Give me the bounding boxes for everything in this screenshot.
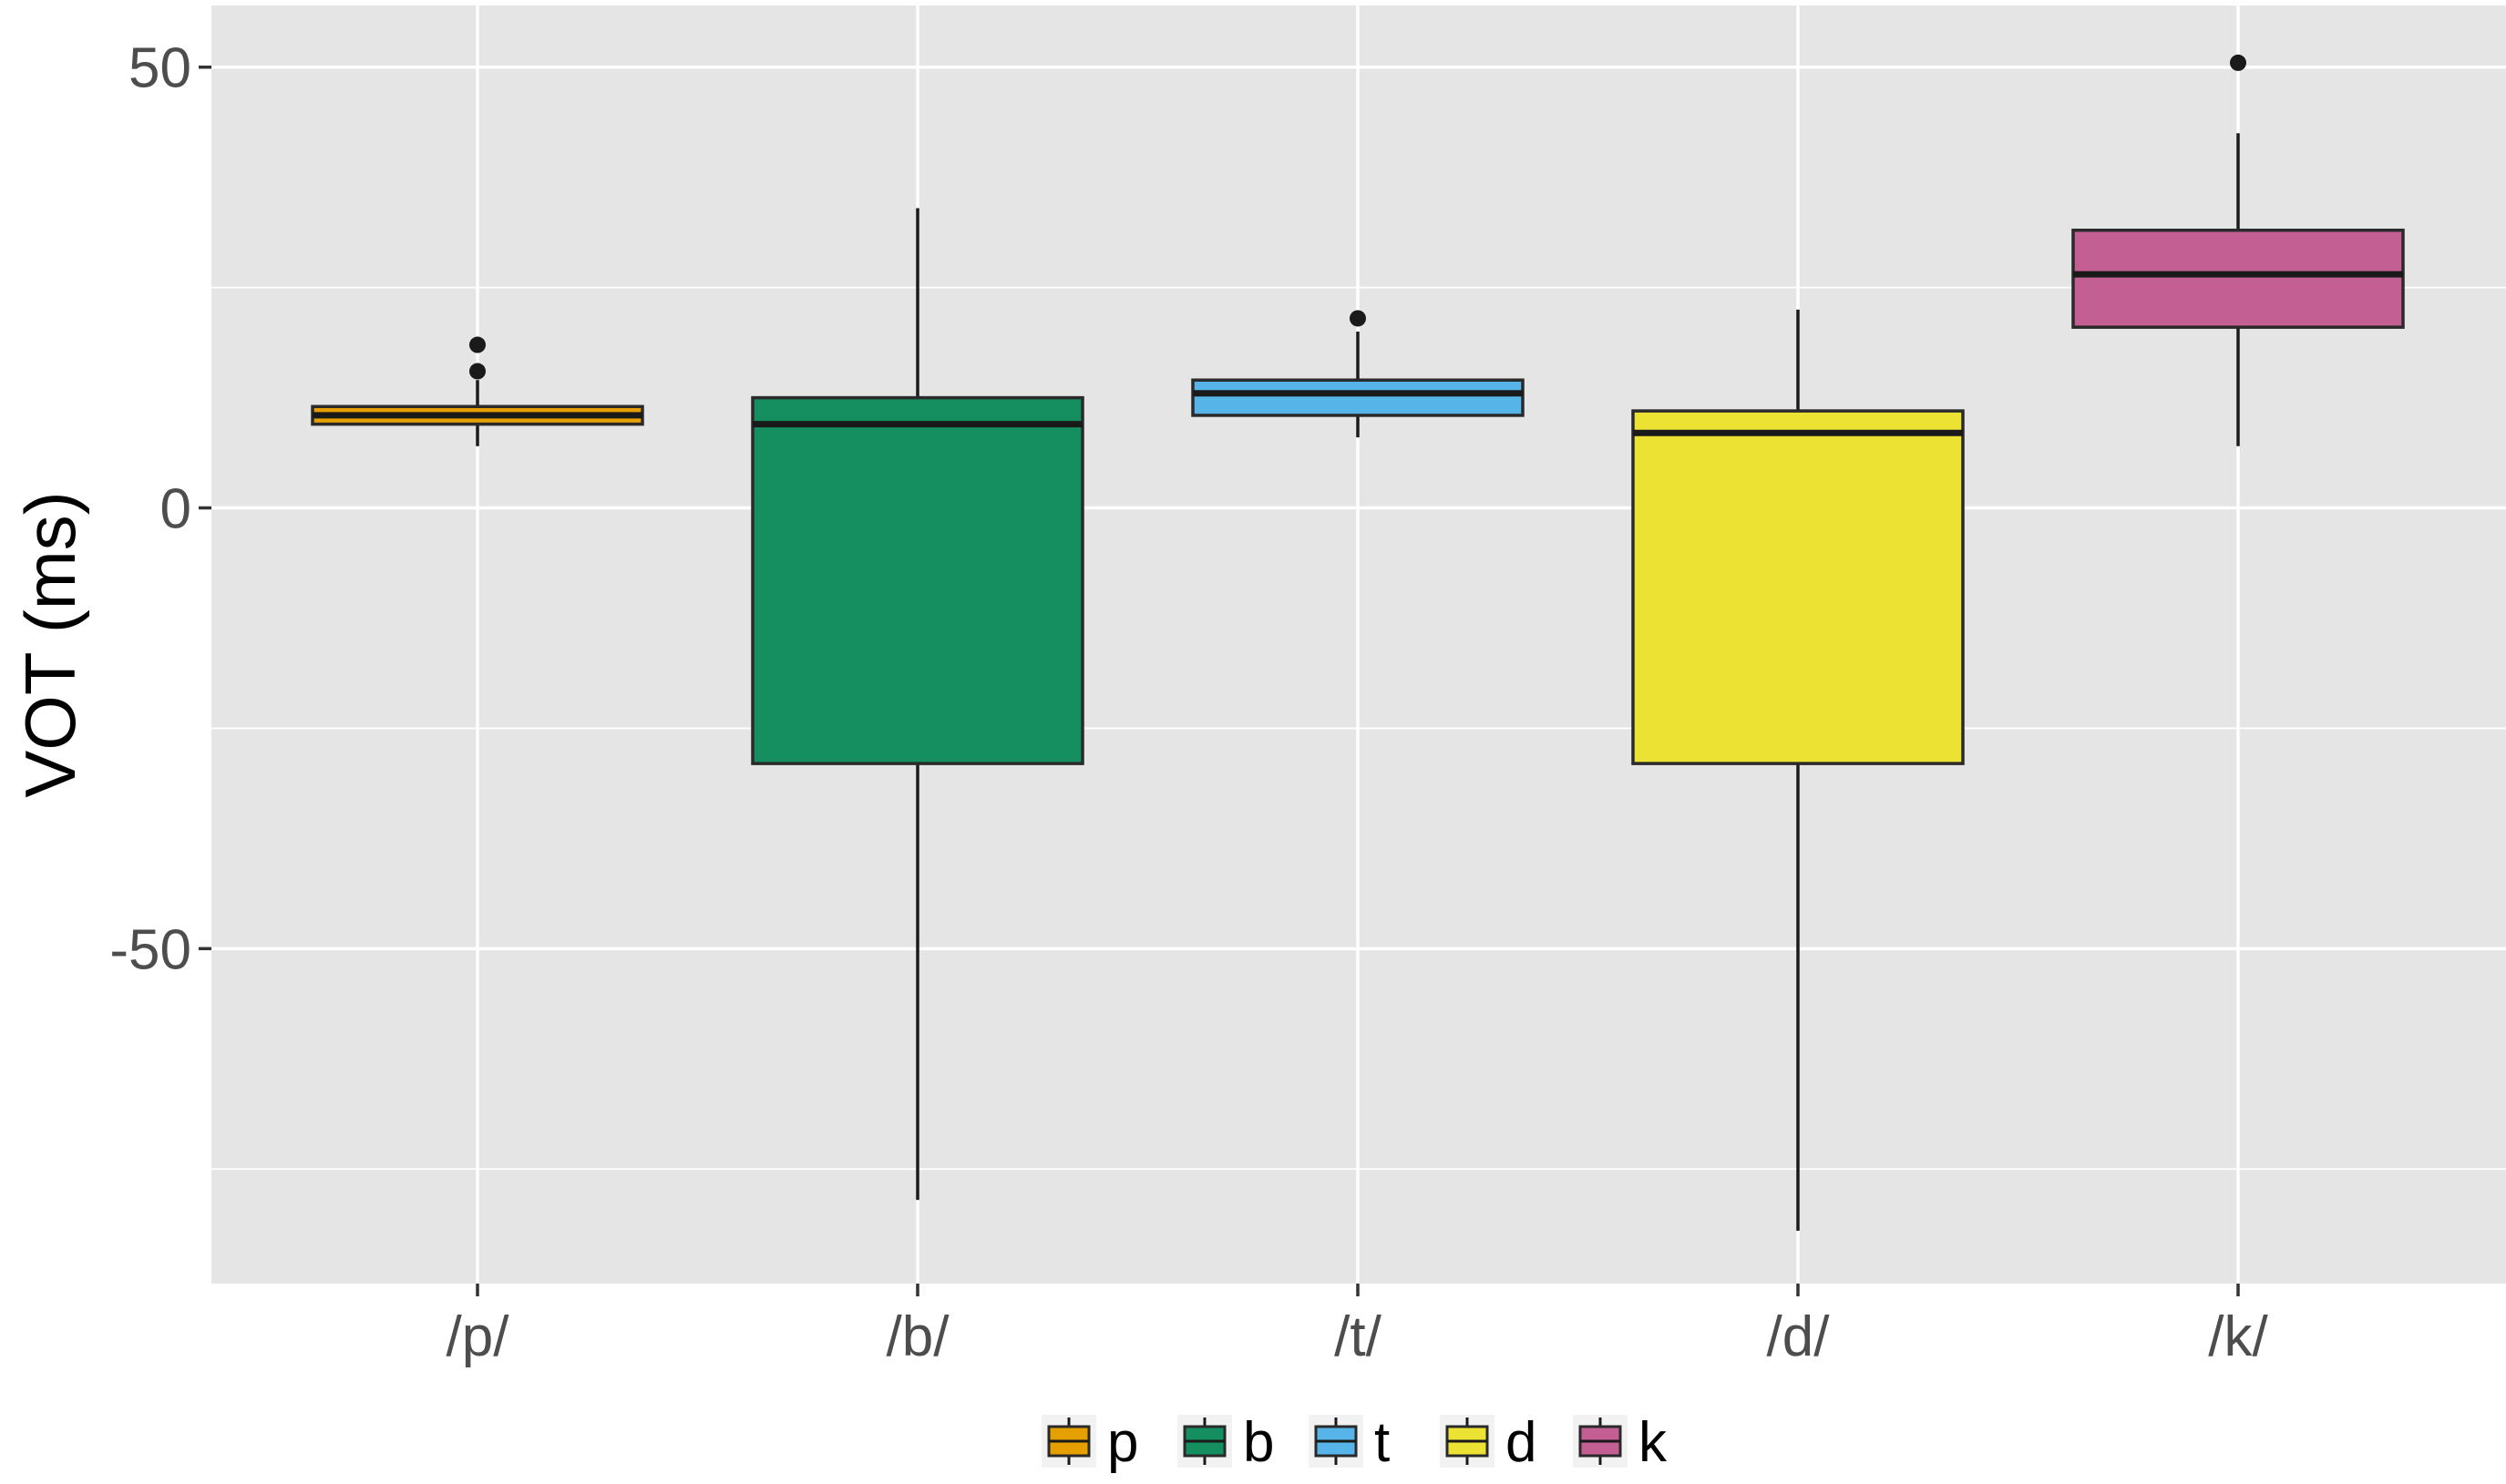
x-tick-label: /b/: [887, 1305, 950, 1368]
y-axis-title: VOT (ms): [10, 491, 90, 798]
legend-label: k: [1638, 1411, 1668, 1474]
box-k: [2071, 54, 2405, 446]
y-tick-label: -50: [109, 918, 191, 981]
y-tick-label: 50: [128, 37, 191, 100]
legend-label: d: [1505, 1411, 1536, 1474]
outlier-point: [2230, 54, 2246, 71]
legend-item-t: t: [1309, 1411, 1390, 1474]
x-tick-label: /t/: [1334, 1305, 1381, 1368]
box-layer: [311, 54, 2405, 1231]
legend-label: p: [1107, 1411, 1138, 1474]
axis-layer: 50 0 -50/p/ /b/ /t/ /d/ /k/VOT (ms): [10, 37, 2268, 1368]
legend-item-b: b: [1177, 1411, 1274, 1474]
legend-item-k: k: [1573, 1411, 1668, 1474]
outlier-point: [1350, 310, 1366, 327]
x-tick-label: /k/: [2208, 1305, 2268, 1368]
legend-label: t: [1374, 1411, 1390, 1474]
outlier-point: [469, 363, 486, 380]
box-body: [751, 395, 1084, 765]
box-p: [311, 336, 644, 446]
box-d: [1631, 309, 1965, 1231]
legend-item-p: p: [1042, 1411, 1138, 1474]
box-body: [1631, 409, 1965, 765]
box-t: [1191, 310, 1525, 438]
outlier-point: [469, 336, 486, 353]
box-body: [2071, 228, 2405, 329]
y-tick-label: 0: [160, 478, 191, 541]
legend-item-d: d: [1440, 1411, 1536, 1474]
box-body: [1191, 378, 1525, 417]
x-tick-label: /p/: [447, 1305, 510, 1368]
x-tick-label: /d/: [1767, 1305, 1831, 1368]
legend-label: b: [1243, 1411, 1274, 1474]
box-b: [751, 208, 1084, 1201]
